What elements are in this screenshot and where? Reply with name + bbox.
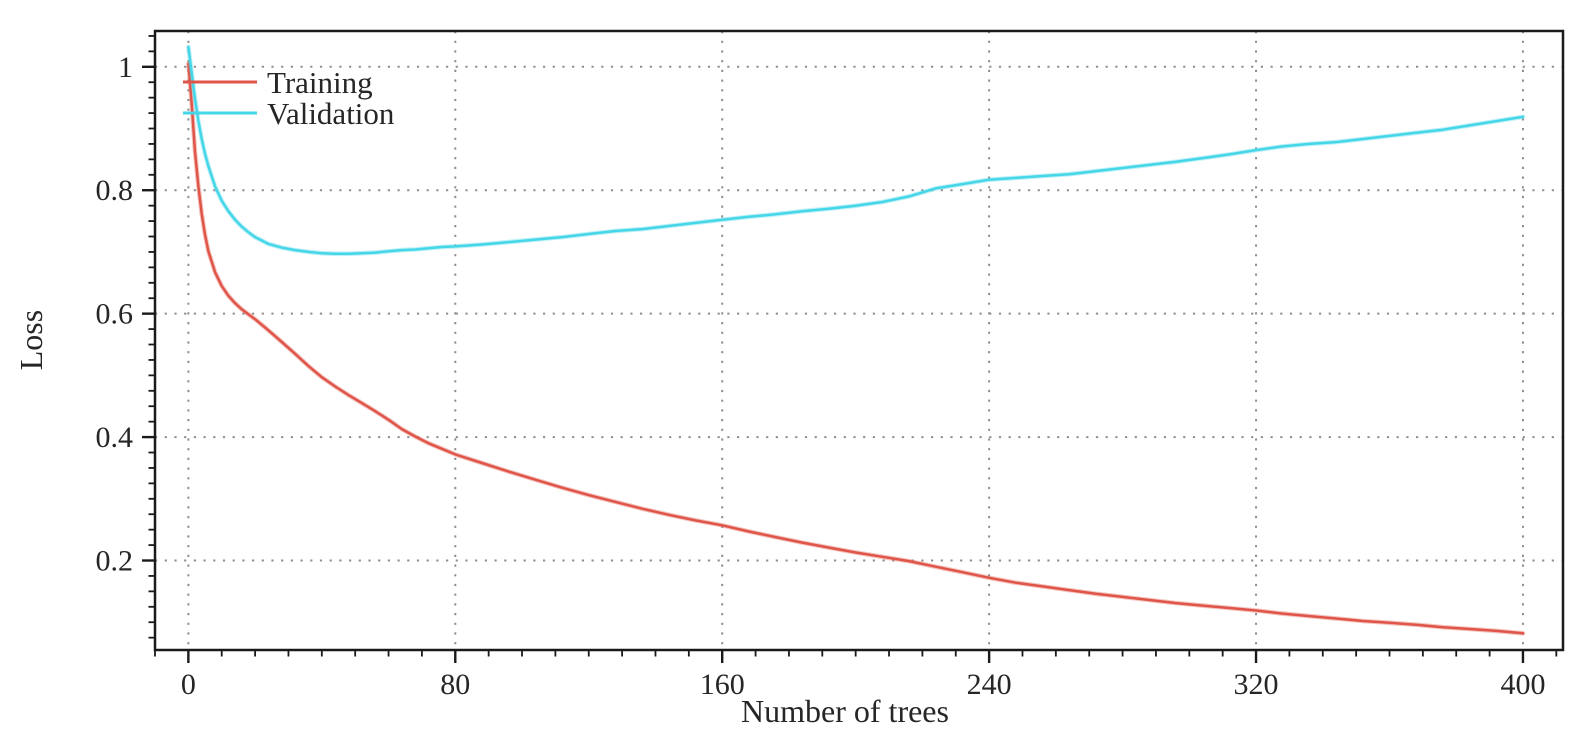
x-tick-label: 240 (967, 668, 1012, 701)
y-tick-label: 1 (118, 51, 133, 84)
x-tick-label: 80 (440, 668, 470, 701)
grid-layer (155, 31, 1563, 650)
y-tick-label: 0.4 (96, 421, 134, 454)
curve-layer (186, 44, 1526, 636)
validation-curve (187, 45, 1525, 256)
x-tick-label: 320 (1234, 668, 1279, 701)
training-curve-halo (186, 61, 1526, 636)
legend-label-validation: Validation (267, 96, 395, 131)
legend-label-training: Training (267, 65, 373, 100)
y-axis-title: Loss (13, 310, 49, 370)
x-axis-title: Number of trees (741, 693, 949, 729)
x-tick-label: 0 (181, 668, 196, 701)
validation-curve-halo (186, 44, 1526, 257)
x-tick-label: 400 (1500, 668, 1545, 701)
y-tick-label: 0.8 (96, 174, 134, 207)
x-tick-label: 160 (700, 668, 745, 701)
y-tick-label: 0.6 (96, 298, 134, 331)
y-tick-label: 0.2 (96, 545, 134, 578)
plot-frame (153, 29, 1565, 652)
training-curve (187, 62, 1525, 635)
legend: Training Validation (183, 65, 395, 131)
